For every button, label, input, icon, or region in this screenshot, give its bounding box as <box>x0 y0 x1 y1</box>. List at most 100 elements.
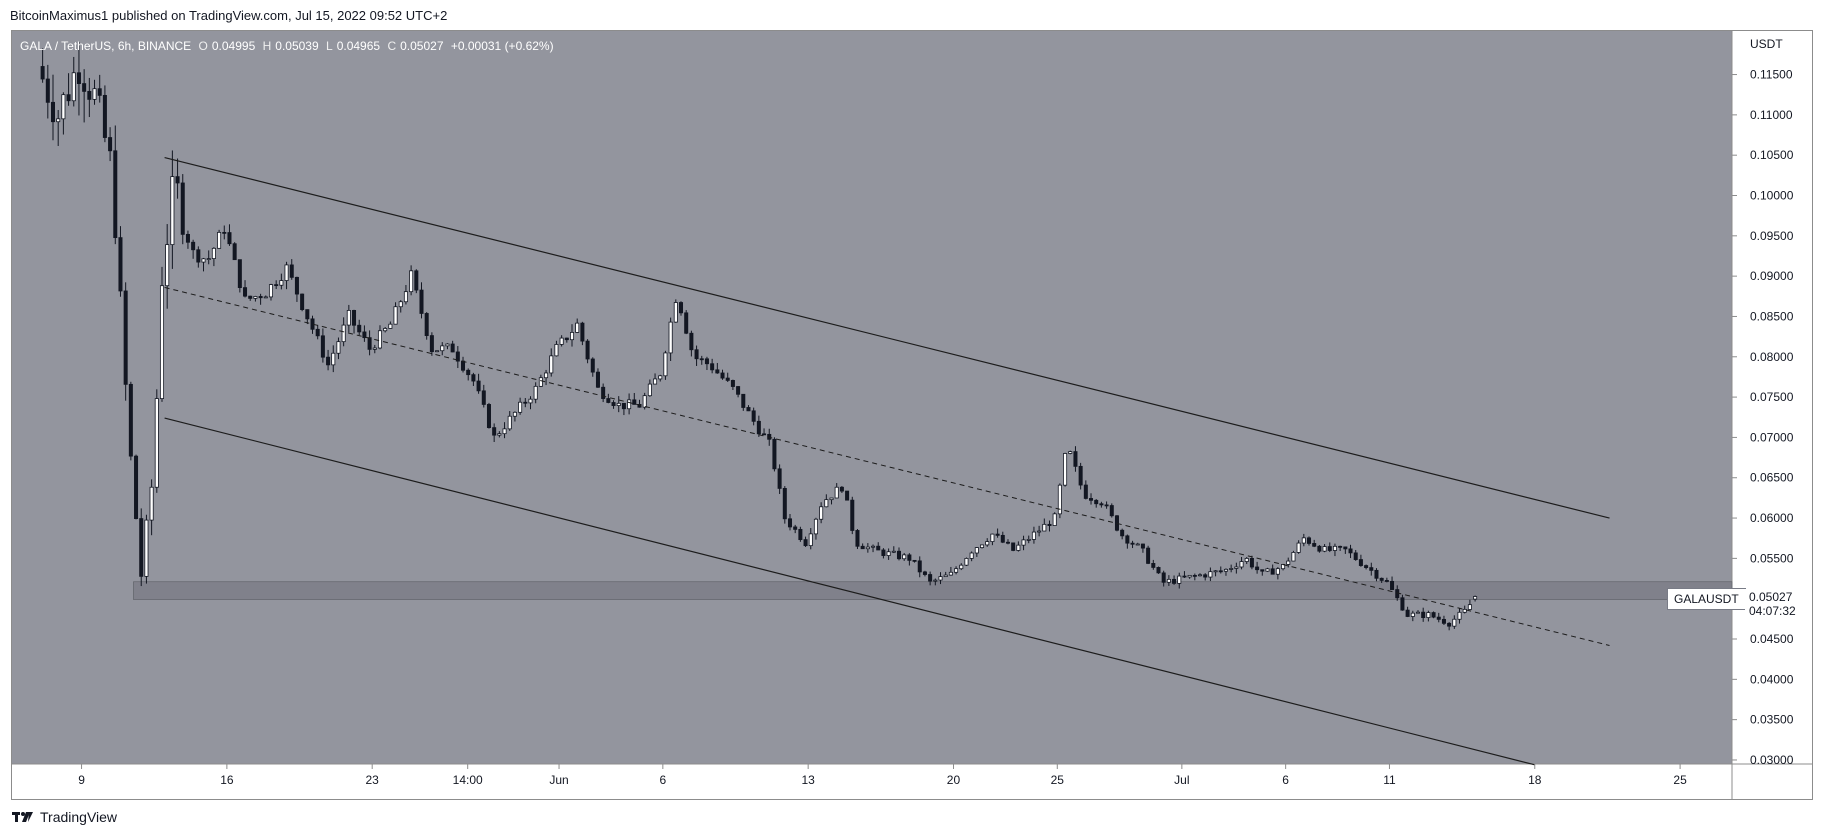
support-zone <box>133 581 1733 600</box>
time-tick-label: 25 <box>1673 773 1687 787</box>
close-label: C <box>387 39 397 53</box>
candle-body <box>128 383 133 457</box>
candle-body <box>1348 548 1353 554</box>
time-axis-ticks: 9 16 23 14:00 Jun 6 13 20 25 Jul 6 11 18 25 <box>78 764 1687 787</box>
candle-body <box>227 232 232 245</box>
candle-body <box>113 150 118 239</box>
candle-body <box>1068 451 1073 454</box>
candle-body <box>232 243 237 261</box>
price-tick-label: 0.11500 <box>1750 68 1793 82</box>
candle-body <box>1177 575 1182 584</box>
candle-body <box>1374 569 1379 579</box>
open-label: O <box>198 39 208 53</box>
candle-body <box>362 331 367 339</box>
candle-body <box>108 137 113 152</box>
candle-body <box>1270 568 1275 575</box>
candle-body <box>1436 616 1441 620</box>
candle-body <box>56 118 61 123</box>
candle-body <box>891 550 896 553</box>
bar-countdown: 04:07:32 <box>1749 604 1796 618</box>
candle-body <box>274 284 279 287</box>
time-tick-label: 14:00 <box>453 773 483 787</box>
candle-body <box>393 306 398 325</box>
candle-body <box>907 554 912 561</box>
candles <box>40 41 1478 631</box>
candle-body <box>154 398 159 488</box>
candle-body <box>492 427 497 436</box>
candle-body <box>1390 580 1395 590</box>
last-price-tag: 0.05027 04:07:32 <box>1745 589 1805 619</box>
candle-body <box>808 533 813 547</box>
candle-body <box>845 490 850 501</box>
candle-body <box>1156 567 1161 574</box>
footer-brand[interactable]: TradingView <box>12 809 117 825</box>
candle-body <box>1426 612 1431 618</box>
chart-frame[interactable]: 0.11500 0.11000 0.10500 0.10000 0.09500 0.090… <box>11 30 1813 800</box>
candle-body <box>1462 608 1467 613</box>
candle-body <box>678 302 684 314</box>
candle-body <box>860 545 865 550</box>
candle-body <box>1099 503 1104 506</box>
price-tick-label: 0.10000 <box>1750 189 1794 203</box>
candle-body <box>1208 571 1213 578</box>
candle-body <box>663 352 668 377</box>
candle-body <box>741 393 746 408</box>
candle-body <box>518 401 523 413</box>
candle-body <box>595 371 600 388</box>
candle-body <box>486 404 491 429</box>
candle-body <box>206 258 211 260</box>
candle-body <box>1291 552 1296 562</box>
candle-body <box>82 83 87 92</box>
price-tick-label: 0.11000 <box>1750 108 1793 122</box>
symbol-price-tag: GALAUSDT <box>1667 588 1746 610</box>
candle-body <box>165 244 170 287</box>
candle-body <box>87 90 92 100</box>
candle-body <box>1322 546 1327 552</box>
candle-body <box>886 551 891 556</box>
candle-body <box>995 533 1000 536</box>
channel-lower-line <box>164 417 1535 766</box>
candle-body <box>263 296 268 299</box>
candle-body <box>1021 539 1026 546</box>
candle-body <box>756 420 761 435</box>
candle-body <box>1089 498 1094 501</box>
candle-body <box>948 571 953 576</box>
candle-body <box>1037 530 1042 533</box>
candle-body <box>196 249 201 263</box>
candle-body <box>647 383 652 397</box>
candle-body <box>969 552 974 559</box>
candle-body <box>419 289 424 314</box>
candle-body <box>445 343 450 347</box>
candle-body <box>751 410 756 422</box>
price-tick-label: 0.04000 <box>1750 672 1794 686</box>
tradingview-logo-icon <box>12 812 33 822</box>
candle-body <box>1447 622 1452 627</box>
candle-body <box>1005 541 1010 544</box>
candle-body <box>798 528 803 541</box>
candle-body <box>689 332 694 351</box>
candle-body <box>429 335 434 353</box>
candle-body <box>201 258 206 263</box>
candle-body <box>813 518 818 535</box>
candle-body <box>1452 618 1457 627</box>
time-tick-label: Jul <box>1174 773 1189 787</box>
candle-body <box>1016 544 1021 551</box>
candle-body <box>294 276 299 295</box>
time-tick-label: 18 <box>1528 773 1542 787</box>
price-chart[interactable]: 0.11500 0.11000 0.10500 0.10000 0.09500 0.090… <box>12 31 1812 799</box>
price-tick-label: 0.06000 <box>1750 511 1794 525</box>
candle-body <box>985 541 990 546</box>
candle-body <box>684 312 689 334</box>
candle-body <box>803 539 808 547</box>
candle-body <box>435 350 440 353</box>
candle-body <box>367 337 372 350</box>
candle-body <box>1364 565 1369 569</box>
price-tick-label: 0.03000 <box>1750 753 1794 767</box>
candle-body <box>980 544 985 548</box>
candle-body <box>1161 572 1166 583</box>
candle-body <box>377 330 382 349</box>
candle-body <box>829 497 834 501</box>
candle-body <box>1306 537 1312 544</box>
candle-body <box>1332 545 1337 551</box>
candle-body <box>1223 568 1228 572</box>
